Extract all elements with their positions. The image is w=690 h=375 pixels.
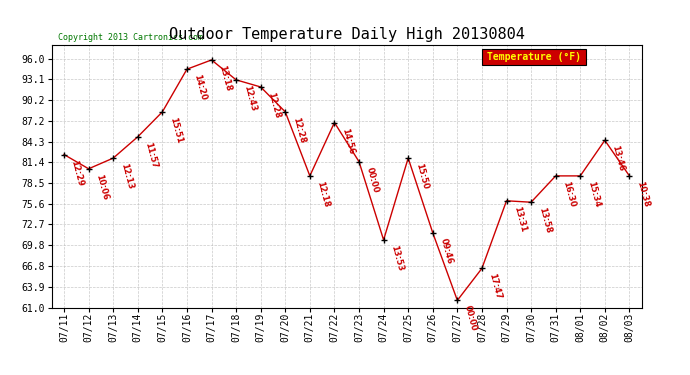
Text: 12:28: 12:28 — [290, 116, 306, 144]
Title: Outdoor Temperature Daily High 20130804: Outdoor Temperature Daily High 20130804 — [169, 27, 524, 42]
Text: 14:56: 14:56 — [340, 127, 355, 155]
Text: 13:53: 13:53 — [389, 244, 405, 272]
Text: 11:57: 11:57 — [144, 141, 159, 169]
Text: 16:30: 16:30 — [561, 180, 577, 208]
Text: 10:06: 10:06 — [94, 173, 110, 201]
Text: Temperature (°F): Temperature (°F) — [487, 52, 581, 62]
Text: 15:50: 15:50 — [414, 162, 429, 190]
Text: 12:18: 12:18 — [315, 180, 331, 208]
Text: 13:31: 13:31 — [512, 205, 528, 233]
Text: 12:13: 12:13 — [119, 162, 135, 190]
Text: Copyright 2013 Cartronics.com: Copyright 2013 Cartronics.com — [58, 33, 203, 42]
Text: 12:29: 12:29 — [70, 159, 85, 187]
Text: 15:34: 15:34 — [586, 180, 602, 208]
Text: 17:47: 17:47 — [487, 273, 503, 301]
Text: 13:46: 13:46 — [611, 144, 626, 172]
Text: 00:00: 00:00 — [364, 166, 380, 194]
Text: 15:51: 15:51 — [168, 116, 184, 144]
Text: 12:43: 12:43 — [241, 84, 257, 112]
Text: 00:00: 00:00 — [463, 304, 478, 332]
Text: 13:58: 13:58 — [537, 206, 552, 234]
Text: 13:18: 13:18 — [217, 64, 233, 92]
Text: 12:28: 12:28 — [266, 91, 282, 119]
FancyBboxPatch shape — [482, 49, 586, 64]
Text: 10:38: 10:38 — [635, 180, 651, 208]
Text: 09:46: 09:46 — [438, 237, 454, 265]
Text: 14:20: 14:20 — [193, 74, 208, 102]
